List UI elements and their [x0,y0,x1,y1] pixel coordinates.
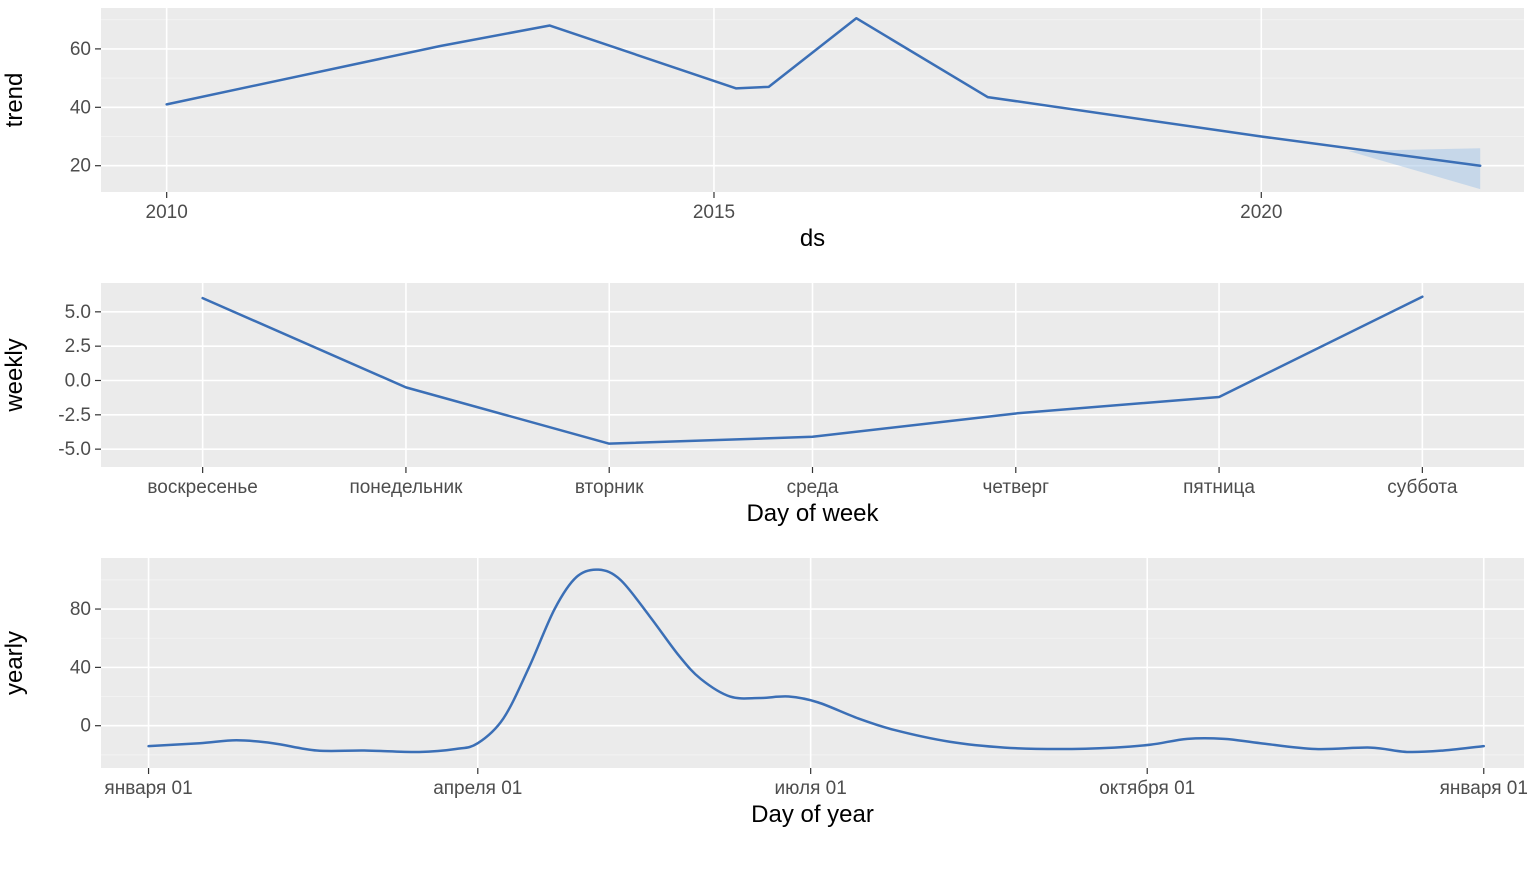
y-tick-label: 0.0 [65,370,91,391]
x-tick-label: 2010 [146,202,188,223]
x-tick-label: среда [787,477,839,498]
x-tick-label: пятница [1183,477,1255,498]
x-tick-label: вторник [575,477,644,498]
yearly-x-axis-title: Day of year [751,801,874,828]
x-tick-label: суббота [1387,477,1458,498]
y-tick-label: 2.5 [65,336,91,357]
trend-y-axis-title: trend [1,73,28,128]
yearly-panel: 0 40 80 января 01 апреля 01 июля 01 октября 01… [1,558,1528,828]
yearly-y-axis-title: yearly [1,631,28,695]
trend-panel: 20 40 60 2010 2015 2020 trend ds [1,8,1524,252]
y-tick-label: 80 [70,599,91,620]
y-tick-label: 40 [70,657,91,678]
x-tick-label: января 01 [104,778,192,799]
x-tick-label: июля 01 [775,778,847,799]
x-tick-label: четверг [983,477,1050,498]
y-tick-label: -5.0 [58,439,91,460]
trend-plot-bg [101,8,1524,192]
x-tick-label: октября 01 [1099,778,1195,799]
figure-svg: 20 40 60 2010 2015 2020 trend ds -5.0 -2.5 0.0 2.5 5… [0,0,1536,864]
prophet-components-figure: 20 40 60 2010 2015 2020 trend ds -5.0 -2.5 0.0 2.5 5… [0,0,1536,864]
x-tick-label: 2015 [693,202,735,223]
weekly-panel: -5.0 -2.5 0.0 2.5 5.0 воскресенье понедельник в… [1,283,1524,527]
y-tick-label: -2.5 [58,405,91,426]
weekly-x-axis-title: Day of week [746,500,879,527]
y-tick-label: 5.0 [65,302,91,323]
y-tick-label: 20 [70,156,91,177]
y-tick-label: 40 [70,97,91,118]
y-tick-label: 0 [80,716,91,737]
x-tick-label: 2020 [1240,202,1282,223]
x-tick-label: воскресенье [147,477,257,498]
x-tick-label: апреля 01 [433,778,522,799]
trend-x-axis-title: ds [800,225,825,252]
yearly-plot-bg [101,558,1524,768]
x-tick-label: января 01 [1440,778,1528,799]
weekly-y-axis-title: weekly [1,338,28,412]
y-tick-label: 60 [70,39,91,60]
x-tick-label: понедельник [349,477,463,498]
